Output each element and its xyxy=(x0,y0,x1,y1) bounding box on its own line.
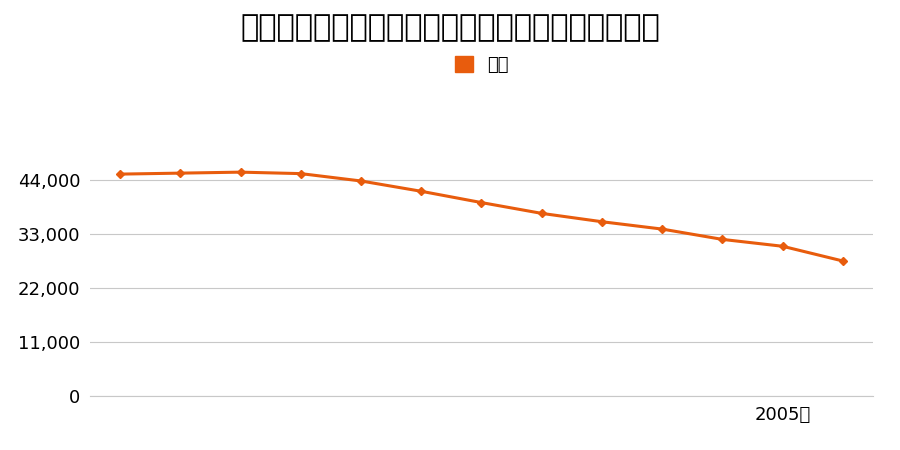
Text: 福岡県前原市大字板持字西福１１６番１の地価推移: 福岡県前原市大字板持字西福１１６番１の地価推移 xyxy=(240,14,660,42)
Legend: 価格: 価格 xyxy=(447,49,516,81)
